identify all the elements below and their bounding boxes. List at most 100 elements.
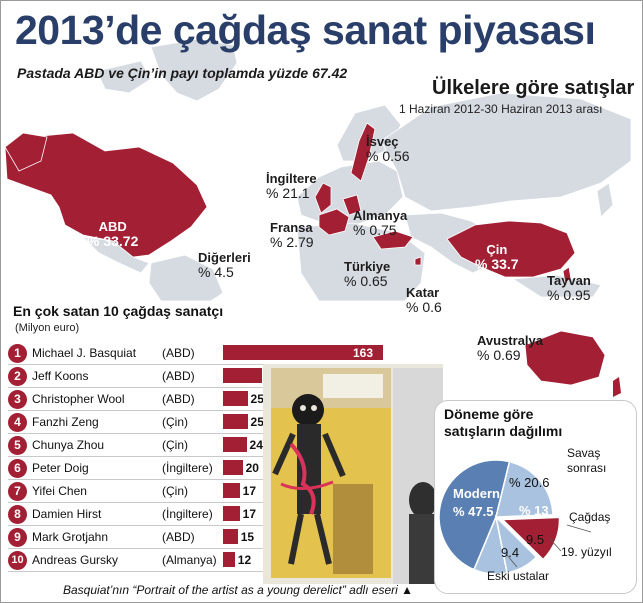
country-name: İngiltere: [266, 171, 317, 186]
ranking-row: 4 Fanzhi Zeng (Çin) 25: [8, 412, 388, 433]
row-divider: [8, 548, 268, 549]
country-label-sweden: İsveç % 0.56: [366, 134, 410, 164]
ranking-bar: [223, 483, 240, 498]
artist-country: (Çin): [162, 438, 188, 452]
artist-country: (Çin): [162, 484, 188, 498]
ranking-bar: [223, 368, 263, 383]
pie-title-line: satışların dağılımı: [444, 423, 563, 439]
rank-badge: 3: [8, 390, 27, 409]
artist-country: (İngiltere): [162, 507, 213, 521]
country-label-turkey: Türkiye % 0.65: [344, 259, 390, 289]
country-label-usa: ABD % 33.72: [87, 219, 138, 249]
row-divider: [8, 571, 268, 572]
country-name: İsveç: [366, 134, 399, 149]
pie-slice-value: % 13: [519, 503, 549, 518]
ranking-bar: [223, 506, 240, 521]
ranking-bar-value: 24: [249, 438, 263, 452]
country-label-china: Çin % 33.7: [475, 242, 519, 272]
artist-name: Chunya Zhou: [32, 438, 105, 452]
pie-slice-label: Savaş: [567, 446, 601, 460]
ranking-row: 6 Peter Doig (İngiltere) 20: [8, 458, 388, 479]
pie-chart: [438, 459, 561, 575]
rank-badge: 5: [8, 436, 27, 455]
ranking-bar-value: 12: [237, 553, 252, 567]
country-label-taiwan: Tayvan % 0.95: [547, 273, 591, 303]
pie-slice-label: Eski ustalar: [487, 569, 550, 583]
ranking-row: 8 Damien Hirst (İngiltere) 17: [8, 504, 388, 525]
ranking-bar-value: 20: [245, 461, 259, 475]
pie-title-line: Döneme göre: [444, 406, 534, 422]
artist-country: (İngiltere): [162, 461, 213, 475]
pie-slice-value: % 20.6: [509, 475, 550, 490]
artist-name: Mark Grotjahn: [32, 530, 109, 544]
country-name: Avustralya: [477, 333, 543, 348]
map-period: 1 Haziran 2012-30 Haziran 2013 arası: [399, 102, 603, 116]
pie-slice-value: % 47.5: [453, 504, 494, 519]
country-label-australia: Avustralya % 0.69: [477, 333, 543, 363]
country-share: % 4.5: [198, 264, 234, 280]
rank-badge: 9: [8, 528, 27, 547]
country-share: % 0.75: [353, 222, 397, 238]
row-divider: [8, 410, 268, 411]
world-map: [4, 38, 632, 301]
row-divider: [8, 387, 268, 388]
artist-country: (ABD): [162, 369, 195, 383]
ranking-bar: [223, 552, 235, 567]
pie-slice-value: 9.4: [501, 545, 520, 560]
ranking-bar-value: 17: [242, 484, 257, 498]
country-share: % 0.6: [406, 299, 442, 315]
country-label-others: Diğerleri % 4.5: [198, 250, 251, 280]
ranking-title: En çok satan 10 çağdaş sanatçı: [13, 303, 224, 319]
country-label-germany: Almanya % 0.75: [353, 208, 407, 238]
country-share: % 0.95: [547, 287, 591, 303]
artist-name: Yifei Chen: [32, 484, 87, 498]
pie-slice-label: 19. yüzyıl: [561, 545, 612, 559]
rank-badge: 7: [8, 482, 27, 501]
new-zealand-shape: [613, 377, 621, 397]
country-label-qatar: Katar % 0.6: [406, 285, 442, 315]
country-name: Katar: [406, 285, 440, 300]
australia-shape: [524, 330, 606, 386]
artist-name: Jeff Koons: [32, 369, 89, 383]
country-name: Almanya: [353, 208, 408, 223]
ranking-bar: [223, 460, 243, 475]
row-divider: [8, 433, 268, 434]
pie-slice: [473, 514, 508, 575]
artist-name: Michael J. Basquiat: [32, 346, 137, 360]
row-divider: [8, 456, 268, 457]
ranking-bar-value: 25: [250, 392, 264, 406]
ranking-bar-value: 15: [240, 530, 255, 544]
page-subtitle: Pastada ABD ve Çin’in payı toplamda yüzd…: [17, 65, 348, 81]
painting-image: [263, 364, 443, 584]
rank-badge: 6: [8, 459, 27, 478]
pie-slice-label: Modern: [453, 486, 500, 501]
ranking-bar: [223, 437, 247, 452]
country-label-france: Fransa % 2.79: [270, 220, 314, 250]
artist-country: (ABD): [162, 392, 195, 406]
rank-badge: 4: [8, 413, 27, 432]
ranking-row: 5 Chunya Zhou (Çin) 24: [8, 435, 388, 456]
ranking-row: 9 Mark Grotjahn (ABD) 15: [8, 527, 388, 548]
ranking-unit: (Milyon euro): [15, 322, 80, 334]
row-divider: [8, 364, 268, 365]
country-share: % 0.65: [344, 273, 388, 289]
artist-name: Damien Hirst: [32, 507, 102, 521]
country-name: Diğerleri: [198, 250, 251, 265]
map-title: Ülkelere göre satışlar: [432, 77, 635, 99]
country-name: ABD: [98, 219, 127, 234]
ranking-bar: [223, 345, 383, 360]
row-divider: [8, 502, 268, 503]
artist-country: (ABD): [162, 530, 195, 544]
country-name: Çin: [486, 242, 508, 257]
pie-slice-label: sonrası: [567, 461, 607, 475]
artist-name: Peter Doig: [32, 461, 89, 475]
artist-name: Andreas Gursky: [32, 553, 119, 567]
pie-title: Döneme göre satışların dağılımı: [444, 406, 562, 440]
country-name: Türkiye: [344, 259, 391, 274]
rank-badge: 8: [8, 505, 27, 524]
pie-slice-label: Çağdaş: [569, 510, 611, 524]
country-share: % 2.79: [270, 234, 314, 250]
country-share: % 33.7: [475, 256, 519, 272]
row-divider: [8, 525, 268, 526]
